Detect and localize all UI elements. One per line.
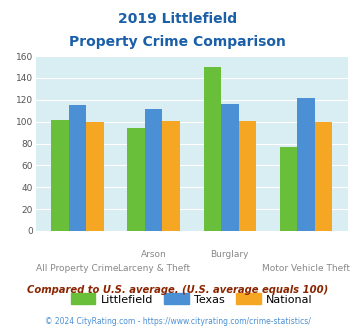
Text: 2019 Littlefield: 2019 Littlefield bbox=[118, 12, 237, 25]
Text: © 2024 CityRating.com - https://www.cityrating.com/crime-statistics/: © 2024 CityRating.com - https://www.city… bbox=[45, 317, 310, 326]
Text: All Property Crime: All Property Crime bbox=[36, 264, 119, 273]
Bar bbox=[203, 67, 221, 231]
Bar bbox=[162, 120, 180, 231]
Legend: Littlefield, Texas, National: Littlefield, Texas, National bbox=[66, 289, 317, 309]
Text: Larceny & Theft: Larceny & Theft bbox=[118, 264, 190, 273]
Text: Compared to U.S. average. (U.S. average equals 100): Compared to U.S. average. (U.S. average … bbox=[27, 285, 328, 295]
Bar bbox=[127, 128, 145, 231]
Bar bbox=[280, 147, 297, 231]
Bar bbox=[145, 109, 162, 231]
Text: Property Crime Comparison: Property Crime Comparison bbox=[69, 35, 286, 49]
Bar bbox=[69, 105, 86, 231]
Bar bbox=[221, 104, 239, 231]
Bar bbox=[86, 122, 104, 231]
Bar bbox=[315, 122, 332, 231]
Text: Motor Vehicle Theft: Motor Vehicle Theft bbox=[262, 264, 350, 273]
Text: Arson: Arson bbox=[141, 250, 166, 259]
Bar bbox=[297, 98, 315, 231]
Bar bbox=[239, 120, 256, 231]
Bar bbox=[51, 119, 69, 231]
Text: Burglary: Burglary bbox=[211, 250, 249, 259]
